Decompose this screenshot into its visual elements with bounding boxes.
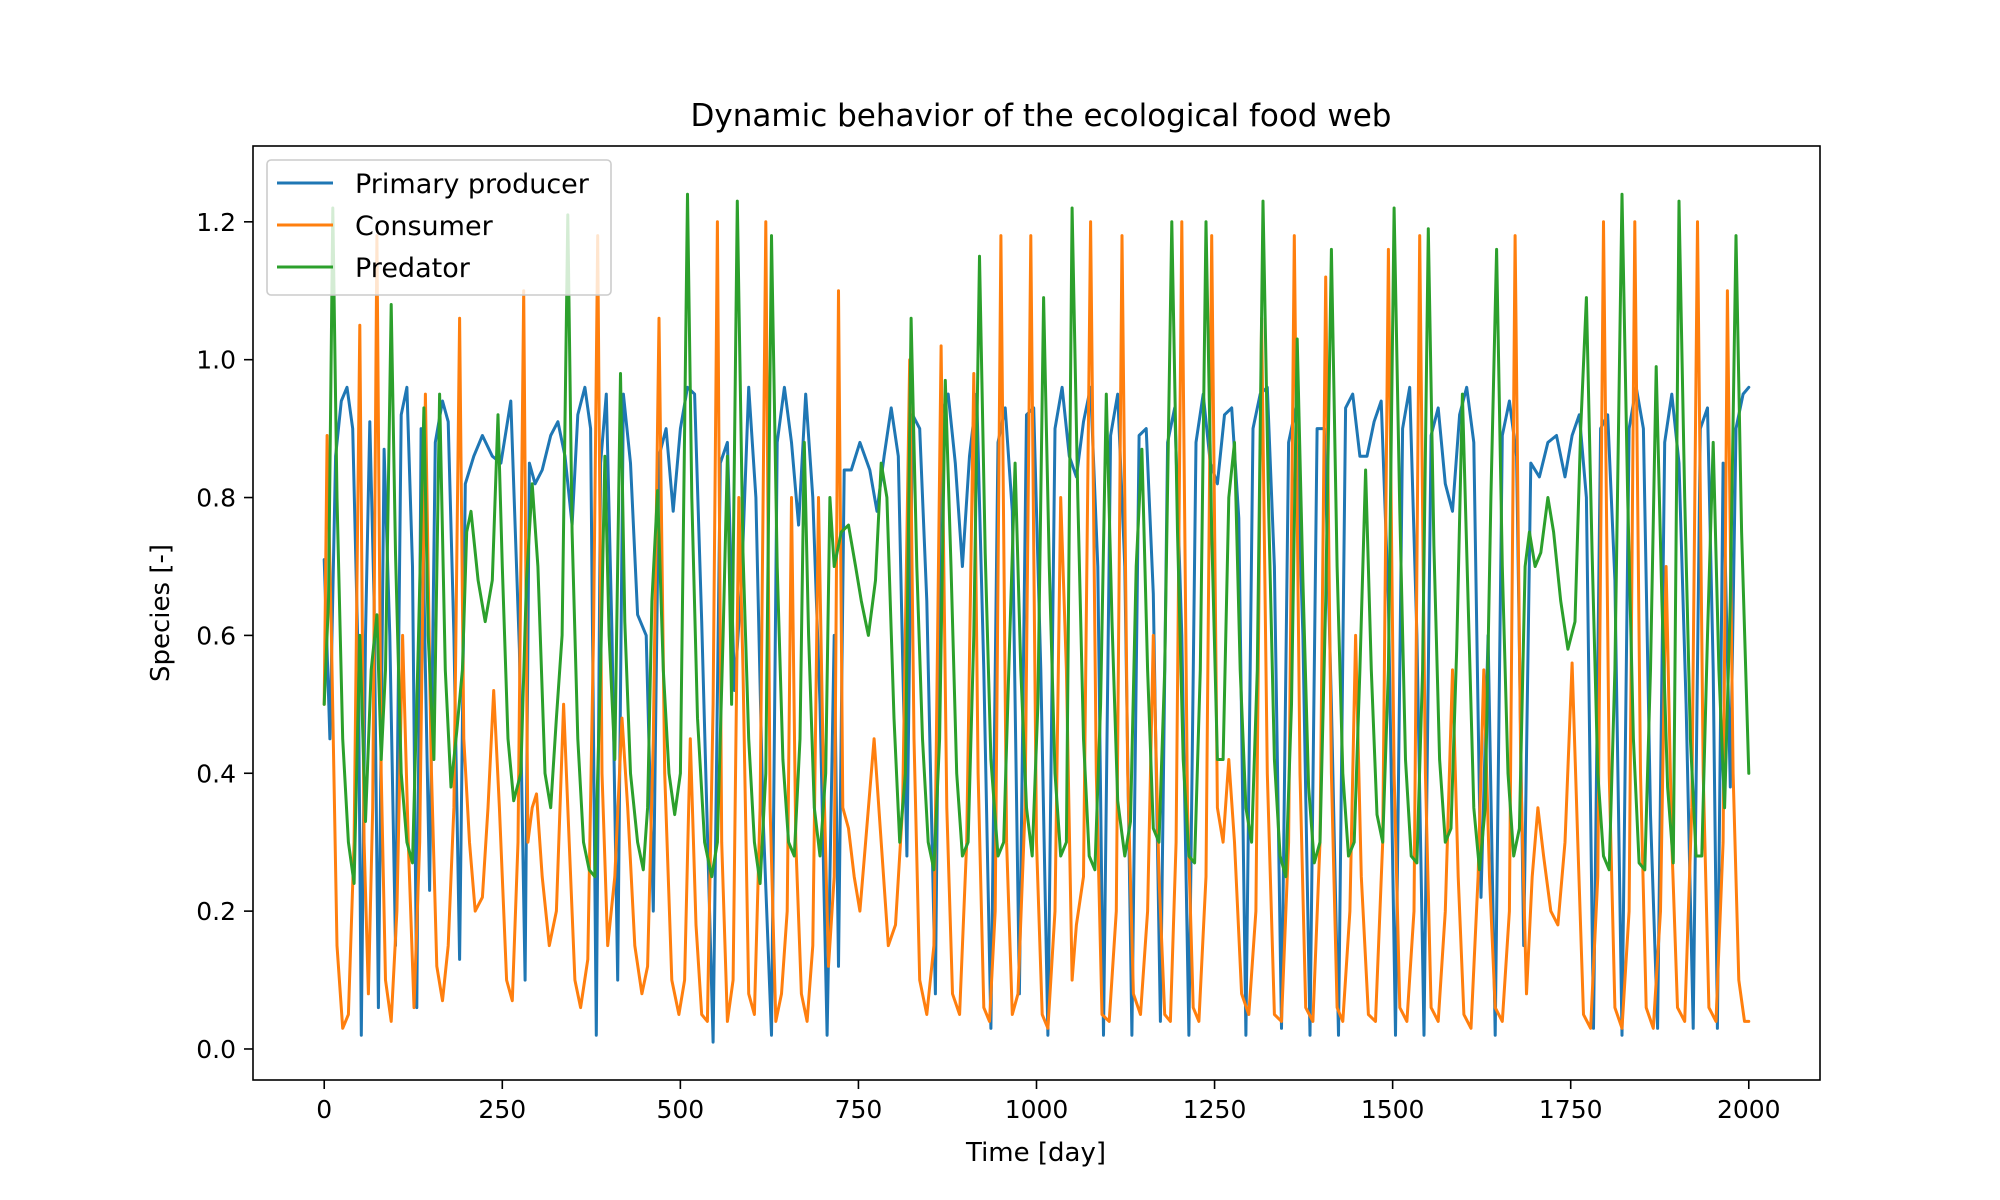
x-tick-label: 1000 (1005, 1095, 1069, 1124)
x-axis-ticks: 0 250 500 750 1000 1250 1500 1750 2000 (316, 1080, 1781, 1124)
y-tick-label: 0.4 (196, 759, 236, 788)
x-tick-label: 1500 (1361, 1095, 1425, 1124)
legend-box (266, 159, 612, 296)
y-tick-label: 0.6 (196, 621, 236, 650)
y-tick-label: 0.0 (196, 1035, 236, 1064)
x-tick-label: 1250 (1183, 1095, 1247, 1124)
x-axis-label: Time [day] (965, 1138, 1106, 1168)
legend-label: Consumer (355, 211, 494, 242)
x-tick-label: 2000 (1717, 1095, 1781, 1124)
legend: Primary producer Consumer Predator (266, 159, 612, 296)
x-tick-label: 750 (835, 1095, 883, 1124)
legend-entries: Primary producer Consumer Predator (277, 169, 590, 284)
x-tick-label: 1750 (1539, 1095, 1603, 1124)
legend-label: Primary producer (355, 169, 590, 200)
y-tick-label: 1.2 (196, 208, 236, 237)
y-tick-label: 0.8 (196, 484, 236, 513)
x-tick-label: 250 (478, 1095, 526, 1124)
y-axis-label: Species [-] (146, 544, 176, 682)
series-line-predator (322, 192, 1751, 885)
series-line-consumer (322, 220, 1751, 1030)
chart-title: Dynamic behavior of the ecological food … (691, 98, 1392, 134)
y-tick-label: 1.0 (196, 346, 236, 375)
y-tick-label: 0.2 (196, 897, 236, 926)
legend-label: Predator (355, 253, 471, 284)
y-axis-ticks: 0.0 0.2 0.4 0.6 0.8 1.0 1.2 (196, 208, 253, 1064)
x-tick-label: 0 (316, 1095, 332, 1124)
x-tick-label: 500 (657, 1095, 705, 1124)
series-layer (322, 192, 1751, 1044)
